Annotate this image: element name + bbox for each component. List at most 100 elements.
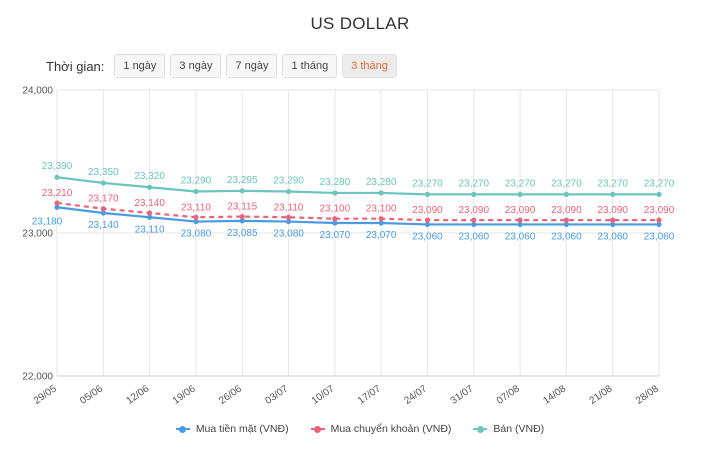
x-tick-label: 29/05 [32, 383, 59, 407]
data-point-sell[interactable] [517, 191, 523, 197]
data-label-buy-cash: 23,070 [320, 230, 351, 241]
data-label-buy-cash: 23,180 [32, 216, 63, 227]
data-label-sell: 23,390 [42, 161, 73, 172]
data-point-buy-cash[interactable] [332, 220, 338, 226]
series-line-buy-transfer [56, 201, 659, 222]
data-label-sell: 23,350 [88, 167, 119, 178]
data-label-buy-cash: 23,060 [412, 231, 443, 242]
time-range-filter: Thời gian: 1 ngày 3 ngày 7 ngày 1 tháng … [46, 54, 402, 78]
x-tick-label: 03/07 [263, 383, 290, 407]
range-1-month-button[interactable]: 1 tháng [282, 54, 338, 78]
data-point-buy-cash[interactable] [147, 214, 153, 220]
data-point-buy-cash[interactable] [285, 218, 292, 225]
data-point-sell[interactable] [193, 188, 199, 195]
data-label-sell: 23,270 [458, 178, 489, 189]
data-point-sell[interactable] [285, 188, 292, 195]
data-point-sell[interactable] [610, 191, 616, 197]
time-range-label: Thời gian: [46, 58, 105, 74]
data-point-buy-cash[interactable] [563, 221, 569, 228]
legend-label-buy-cash: Mua tiền mặt (VNĐ) [195, 423, 289, 435]
data-point-sell[interactable] [656, 191, 662, 197]
data-point-buy-transfer[interactable] [54, 200, 60, 206]
data-point-buy-cash[interactable] [54, 204, 60, 210]
data-point-sell[interactable] [332, 190, 338, 196]
y-tick-label: 23,000 [22, 229, 53, 240]
data-label-sell: 23,270 [551, 178, 582, 189]
x-tick-label: 19/06 [171, 383, 198, 407]
data-point-buy-transfer[interactable] [610, 217, 616, 223]
y-tick-label: 22,000 [22, 372, 53, 383]
data-label-buy-cash: 23,060 [644, 231, 675, 242]
data-point-buy-transfer[interactable] [656, 217, 662, 223]
data-label-sell: 23,270 [597, 178, 628, 189]
range-3-day-button[interactable]: 3 ngày [170, 54, 222, 78]
data-point-sell[interactable] [100, 180, 106, 186]
data-point-buy-transfer[interactable] [285, 214, 292, 220]
data-point-buy-transfer[interactable] [378, 216, 384, 222]
legend-marker-buy-cash [175, 425, 190, 433]
data-label-sell: 23,320 [134, 171, 165, 182]
data-label-buy-transfer: 23,115 [227, 202, 257, 213]
data-point-buy-cash[interactable] [471, 221, 477, 228]
data-point-buy-transfer[interactable] [471, 217, 477, 223]
data-point-buy-cash[interactable] [656, 221, 662, 228]
range-3-month-button[interactable]: 3 tháng [342, 54, 397, 78]
x-tick-label: 12/06 [125, 383, 152, 407]
data-point-buy-cash[interactable] [517, 221, 523, 228]
x-tick-label: 31/07 [449, 383, 476, 407]
data-point-buy-transfer[interactable] [193, 214, 199, 220]
data-point-buy-cash[interactable] [424, 221, 431, 228]
x-tick-label: 05/06 [78, 383, 105, 407]
range-1-day-button[interactable]: 1 ngày [114, 54, 166, 78]
x-tick-label: 26/06 [217, 383, 244, 407]
data-label-sell: 23,280 [366, 177, 397, 188]
data-point-sell[interactable] [563, 191, 569, 197]
data-point-sell[interactable] [54, 174, 60, 180]
data-point-buy-transfer[interactable] [239, 213, 245, 220]
data-point-buy-transfer[interactable] [424, 217, 431, 223]
legend-label-sell: Bán (VNĐ) [493, 423, 545, 435]
data-label-sell: 23,295 [227, 175, 258, 186]
data-point-sell[interactable] [424, 191, 431, 197]
data-label-buy-cash: 23,060 [551, 231, 582, 242]
data-label-buy-transfer: 23,090 [505, 205, 536, 216]
data-point-buy-cash[interactable] [239, 218, 245, 224]
data-point-buy-transfer[interactable] [332, 216, 338, 222]
data-point-sell[interactable] [147, 184, 153, 190]
data-point-buy-transfer[interactable] [517, 217, 523, 223]
data-point-buy-cash[interactable] [193, 218, 199, 225]
data-point-sell[interactable] [471, 191, 477, 197]
data-label-buy-cash: 23,070 [366, 230, 397, 241]
axes: 22,000 23,000 24,000 29/05 05/06 12/06 19/06 26… [22, 86, 661, 407]
data-label-buy-cash: 23,060 [458, 231, 489, 242]
data-labels: 23,180 23,140 23,110 23,080 23,085 23,080 23,0… [32, 161, 675, 242]
legend-marker-sell [473, 425, 488, 433]
chart-title: US DOLLAR [310, 14, 410, 33]
data-point-buy-transfer[interactable] [147, 210, 153, 216]
data-point-buy-cash[interactable] [378, 220, 384, 226]
legend-item-buy-cash[interactable]: Mua tiền mặt (VNĐ) [175, 423, 289, 435]
data-label-buy-transfer: 23,090 [458, 205, 489, 216]
data-point-buy-cash[interactable] [100, 210, 106, 216]
x-tick-label: 21/08 [588, 383, 615, 407]
range-7-day-button[interactable]: 7 ngày [226, 54, 278, 78]
data-point-buy-cash[interactable] [610, 221, 616, 228]
data-label-buy-transfer: 23,090 [597, 205, 628, 216]
x-tick-label: 17/07 [356, 383, 383, 407]
data-label-buy-cash: 23,110 [135, 224, 165, 235]
data-label-sell: 23,290 [273, 176, 304, 187]
data-point-buy-transfer[interactable] [563, 217, 569, 223]
y-tick-label: 24,000 [22, 86, 53, 97]
legend-label-buy-transfer: Mua chuyển khoản (VNĐ) [330, 423, 452, 435]
data-label-sell: 23,270 [505, 178, 536, 189]
legend-item-buy-transfer[interactable]: Mua chuyển khoản (VNĐ) [310, 423, 452, 435]
x-tick-label: 10/07 [310, 383, 337, 407]
x-tick-label: 14/08 [541, 383, 568, 407]
data-label-buy-cash: 23,060 [597, 231, 628, 242]
data-point-sell[interactable] [378, 190, 384, 196]
data-point-buy-transfer[interactable] [100, 206, 106, 212]
data-point-sell[interactable] [239, 188, 245, 194]
data-label-sell: 23,280 [320, 177, 351, 188]
legend-item-sell[interactable]: Bán (VNĐ) [473, 423, 544, 435]
data-label-buy-cash: 23,080 [181, 229, 212, 240]
